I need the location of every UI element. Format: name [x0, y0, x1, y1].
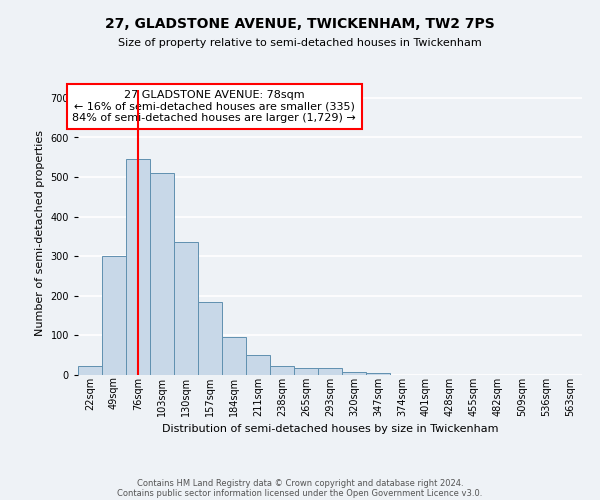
Bar: [174, 242, 198, 375]
Bar: [366, 373, 390, 375]
Bar: [102, 256, 126, 375]
Bar: [270, 366, 294, 375]
Text: Size of property relative to semi-detached houses in Twickenham: Size of property relative to semi-detach…: [118, 38, 482, 48]
Bar: [342, 372, 366, 375]
Bar: [294, 368, 318, 375]
Bar: [246, 355, 270, 375]
Y-axis label: Number of semi-detached properties: Number of semi-detached properties: [35, 130, 45, 336]
Bar: [318, 368, 342, 375]
Text: 27 GLADSTONE AVENUE: 78sqm
← 16% of semi-detached houses are smaller (335)
84% o: 27 GLADSTONE AVENUE: 78sqm ← 16% of semi…: [72, 90, 356, 123]
Bar: [222, 338, 246, 375]
Bar: [78, 366, 102, 375]
X-axis label: Distribution of semi-detached houses by size in Twickenham: Distribution of semi-detached houses by …: [162, 424, 498, 434]
Bar: [150, 173, 174, 375]
Text: Contains public sector information licensed under the Open Government Licence v3: Contains public sector information licen…: [118, 488, 482, 498]
Bar: [126, 160, 150, 375]
Text: 27, GLADSTONE AVENUE, TWICKENHAM, TW2 7PS: 27, GLADSTONE AVENUE, TWICKENHAM, TW2 7P…: [105, 18, 495, 32]
Bar: [198, 302, 222, 375]
Text: Contains HM Land Registry data © Crown copyright and database right 2024.: Contains HM Land Registry data © Crown c…: [137, 478, 463, 488]
